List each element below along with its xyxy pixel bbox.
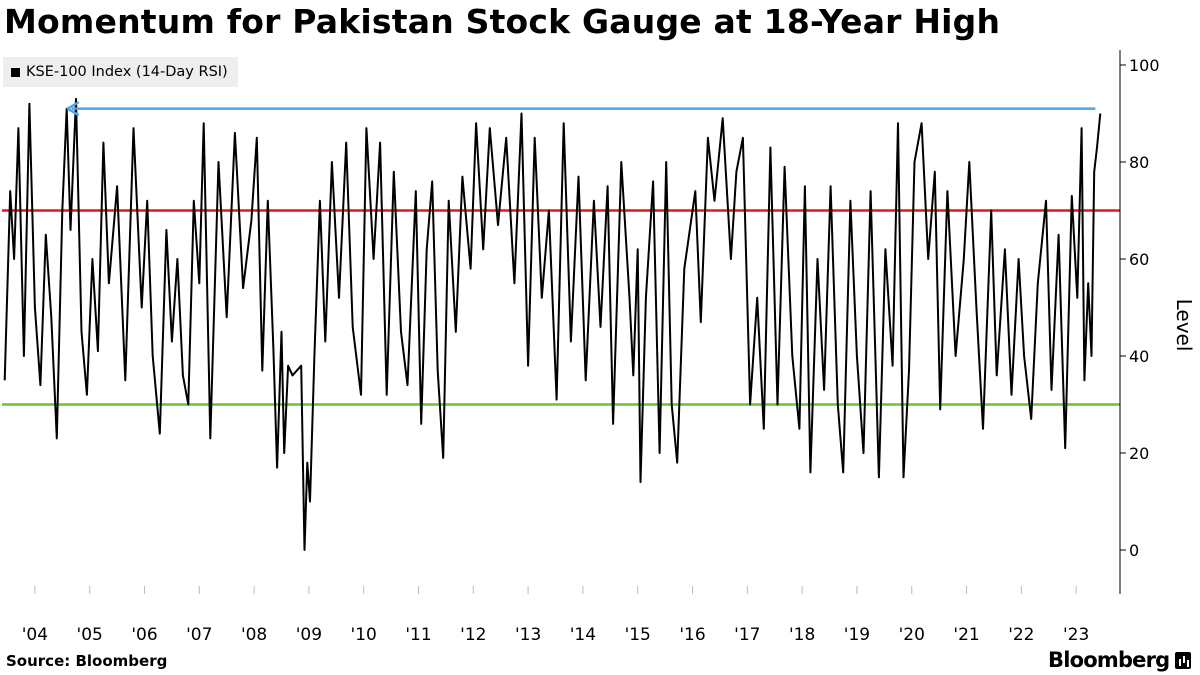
x-tick-label-2016: '16 bbox=[679, 625, 705, 645]
x-tick-label-2011: '11 bbox=[405, 625, 431, 645]
x-tick-label-2012: '12 bbox=[460, 625, 486, 645]
x-tick-label-2020: '20 bbox=[899, 625, 925, 645]
y-tick-label-60: 60 bbox=[1129, 250, 1149, 269]
x-tick-label-2010: '10 bbox=[351, 625, 377, 645]
x-tick-label-2006: '06 bbox=[131, 625, 157, 645]
x-tick-label-2019: '19 bbox=[844, 625, 870, 645]
x-tick-label-2022: '22 bbox=[1008, 625, 1034, 645]
series-layer bbox=[3, 97, 1102, 551]
arrow-head bbox=[66, 101, 80, 116]
x-tick-label-2008: '08 bbox=[241, 625, 267, 645]
legend-label: KSE-100 Index (14-Day RSI) bbox=[26, 64, 228, 80]
series-line-0 bbox=[3, 97, 1102, 551]
chart-legend: KSE-100 Index (14-Day RSI) bbox=[3, 57, 238, 87]
y-axis-label: Level bbox=[1172, 299, 1196, 352]
chart-title: Momentum for Pakistan Stock Gauge at 18-… bbox=[4, 2, 1001, 41]
x-tick-label-2015: '15 bbox=[625, 625, 651, 645]
x-tick-label-2021: '21 bbox=[953, 625, 979, 645]
x-tick-label-2005: '05 bbox=[77, 625, 103, 645]
y-axis: 0 20 40 60 80 100 bbox=[1119, 50, 1160, 594]
brand-logo: Bloomberg bbox=[1048, 648, 1192, 672]
y-tick-label-0: 0 bbox=[1129, 541, 1139, 560]
x-tick-label-2004: '04 bbox=[22, 625, 48, 645]
bloomberg-terminal-icon bbox=[1175, 651, 1192, 669]
x-tick-label-2017: '17 bbox=[734, 625, 760, 645]
x-tick-label-2009: '09 bbox=[296, 625, 322, 645]
x-axis: '04 '05 '06 '07 '08 '09 '10 '11 '12 '13 '14 '15 '16 '… bbox=[22, 586, 1089, 645]
x-tick-label-2014: '14 bbox=[570, 625, 596, 645]
brand-name: Bloomberg bbox=[1048, 648, 1170, 672]
x-tick-label-2023: '23 bbox=[1063, 625, 1089, 645]
y-tick-label-40: 40 bbox=[1129, 347, 1149, 366]
x-tick-label-2018: '18 bbox=[789, 625, 815, 645]
x-tick-label-2013: '13 bbox=[515, 625, 541, 645]
legend-swatch bbox=[11, 67, 20, 77]
x-tick-label-2007: '07 bbox=[186, 625, 212, 645]
y-tick-label-100: 100 bbox=[1129, 56, 1160, 75]
y-tick-label-80: 80 bbox=[1129, 153, 1149, 172]
source-note: Source: Bloomberg bbox=[6, 652, 168, 670]
y-tick-label-20: 20 bbox=[1129, 444, 1149, 463]
annotation-arrow-layer bbox=[66, 101, 1096, 116]
